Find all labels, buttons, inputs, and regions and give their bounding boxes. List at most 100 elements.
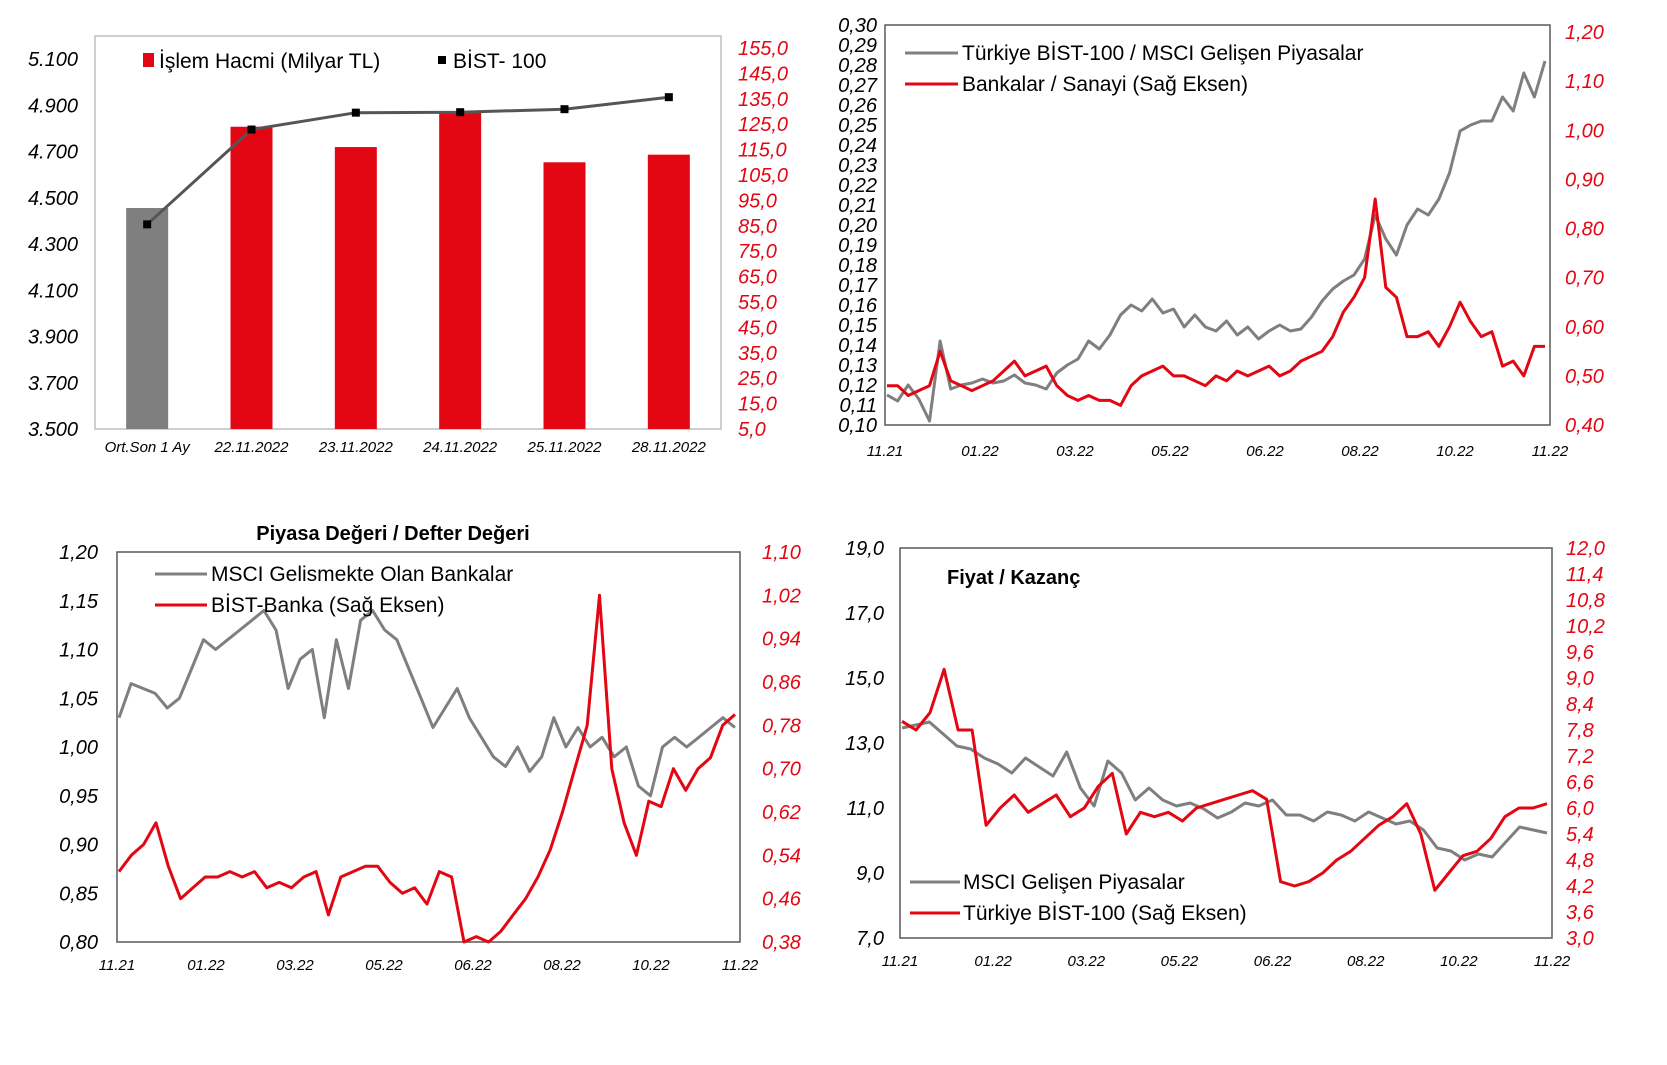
plot-frame [116,551,741,943]
right-tick: 65,0 [738,267,777,289]
right-tick: 75,0 [738,241,777,263]
x-tick: 05.22 [1151,443,1189,460]
right-tick: 0,80 [1565,219,1604,241]
right-tick: 6,0 [1566,798,1594,820]
left-tick: 0,29 [838,35,877,57]
series-lines [886,60,1547,423]
volume-bar [334,147,377,429]
left-axis: 19,0 17,0 15,0 13,0 11,0 9,0 7,0 [845,538,884,950]
left-tick: 0,20 [838,215,877,237]
right-tick: 1,10 [1565,71,1604,93]
red-series-line [901,667,1548,892]
left-tick: 0,22 [838,175,877,197]
x-axis: 11.21 01.22 03.22 05.22 06.22 08.22 10.22 11.22 [867,443,1569,460]
right-tick: 0,54 [762,845,801,867]
left-tick: 13,0 [845,733,884,755]
right-tick: 3,6 [1566,902,1595,924]
chart-price-earnings: Fiyat / Kazanç 19,0 17,0 15,0 13,0 11,0 9,0 7,… [845,538,1605,970]
right-tick: 55,0 [738,292,777,314]
left-tick: 0,25 [838,115,878,137]
left-axis: 1,20 1,15 1,10 1,05 1,00 0,95 0,90 0,85 0,80 [59,542,99,954]
right-tick: 155,0 [738,38,788,60]
x-axis: 11.21 01.22 03.22 05.22 06.22 08.22 10.22 11.22 [882,953,1571,970]
plot-frame [899,547,1553,939]
gray-series-line [886,60,1547,423]
right-tick: 10,2 [1566,616,1605,638]
left-tick: 15,0 [845,668,884,690]
right-tick: 9,6 [1566,642,1595,664]
left-tick: 4.500 [28,188,78,210]
red-series-line [117,593,736,944]
bist-marker [456,108,465,117]
left-tick: 0,95 [59,786,99,808]
series-lines [901,667,1548,892]
right-tick: 0,70 [1565,268,1604,290]
volume-bar [230,126,273,430]
x-tick: 11.22 [1534,953,1571,970]
x-tick: 05.22 [365,957,403,974]
right-tick: 7,8 [1566,720,1594,742]
right-tick: 1,00 [1565,120,1604,142]
left-axis: 0,300,290,280,270,260,250,240,230,220,21… [838,15,878,437]
left-tick: 0,14 [838,335,877,357]
left-tick: 0,26 [838,95,878,117]
volume-bars [126,111,690,430]
right-axis: 1,20 1,10 1,00 0,90 0,80 0,70 0,60 0,50 0,40 [1565,22,1604,437]
left-tick: 19,0 [845,538,884,560]
right-tick: 9,0 [1566,668,1594,690]
right-tick: 5,0 [738,419,766,441]
gray-series-line [117,609,736,798]
right-tick: 12,0 [1566,538,1605,560]
right-tick: 1,20 [1565,22,1604,44]
left-tick: 0,19 [838,235,877,257]
right-tick: 35,0 [738,343,777,365]
x-tick: 03.22 [1068,953,1106,970]
legend: MSCI Gelismekte Olan Bankalar BİST-Banka… [155,563,513,617]
red-series-line [887,197,1545,407]
x-tick: 03.22 [1056,443,1094,460]
bist-polyline [146,95,669,226]
legend: MSCI Gelişen Piyasalar Türkiye BİST-100 … [910,871,1247,925]
right-tick: 115,0 [738,140,787,162]
right-tick: 0,40 [1565,415,1604,437]
volume-bar [126,208,169,429]
right-tick: 5,4 [1566,824,1594,846]
right-tick: 4,2 [1566,876,1594,898]
left-tick: 0,16 [838,295,878,317]
bist-marker [351,108,360,117]
plot-frame [94,35,722,430]
x-tick: 06.22 [454,957,492,974]
right-tick: 0,90 [1565,169,1604,191]
legend: İşlem Hacmi (Milyar TL) BİST- 100 [143,50,546,73]
legend-swatch-bist [438,56,446,64]
right-tick: 10,8 [1566,590,1605,612]
legend-label-red: Türkiye BİST-100 (Sağ Eksen) [963,902,1247,925]
left-tick: 0,10 [838,415,877,437]
right-tick: 0,86 [762,672,802,694]
left-tick: 0,18 [838,255,877,277]
right-tick: 85,0 [738,216,777,238]
legend-label-red: Bankalar / Sanayi (Sağ Eksen) [962,73,1248,96]
left-tick: 1,15 [59,591,99,613]
x-tick: 24.11.2022 [422,439,498,456]
x-tick: 10.22 [1436,443,1474,460]
left-tick: 3.500 [28,419,78,441]
bist-marker [247,125,256,134]
x-tick: 22.11.2022 [214,439,290,456]
volume-bar [543,162,586,430]
right-tick: 25,0 [737,368,777,390]
x-tick: 10.22 [1440,953,1478,970]
right-tick: 4,8 [1566,850,1594,872]
right-tick: 1,02 [762,585,801,607]
right-tick: 15,0 [738,394,777,416]
right-tick: 1,10 [762,542,801,564]
left-tick: 0,21 [838,195,877,217]
right-axis: 155,0 145,0 135,0 125,0 115,0 105,0 95,0 85,0 75… [737,38,788,441]
x-tick: 10.22 [632,957,670,974]
bist-marker [143,220,152,229]
x-tick: 06.22 [1254,953,1292,970]
left-tick: 0,90 [59,835,98,857]
left-tick: 1,00 [59,737,98,759]
x-axis: 11.21 01.22 03.22 05.22 06.22 08.22 10.22 11.22 [99,957,759,974]
left-tick: 1,10 [59,640,98,662]
